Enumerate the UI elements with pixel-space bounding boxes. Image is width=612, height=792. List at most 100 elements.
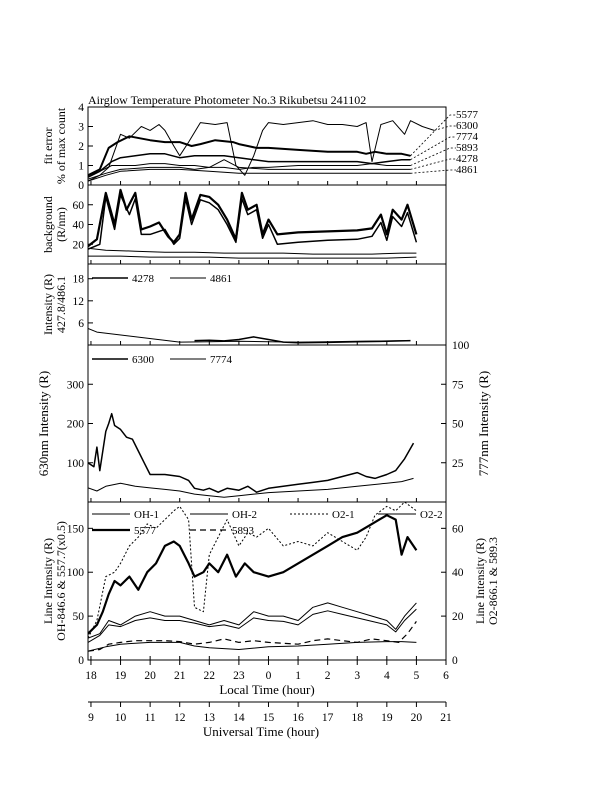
y2-tick-label: 0 [452,655,458,667]
y-tick-label: 12 [73,296,85,308]
x-ut-tick-label: 17 [322,712,334,724]
y-tick-label: 3 [78,122,84,134]
y-axis-label: 427.8/486.1 [54,276,68,333]
y2-tick-label: 25 [452,458,464,470]
series-line-4278 [88,159,411,180]
y2-tick-label: 60 [452,523,464,535]
series-leader-line [410,169,456,174]
x-local-tick-label: 18 [85,670,97,682]
x-local-tick-label: 21 [174,670,186,682]
x-ut-tick-label: 11 [145,712,156,724]
y-axis-label: (R/nm) [54,207,68,242]
x-local-tick-label: 1 [295,670,301,682]
x-ut-tick-label: 16 [292,712,304,724]
series-line-5893 [88,621,417,652]
legend-label: O2-1 [332,509,355,521]
x-ut-tick-label: 9 [88,712,94,724]
y-tick-label: 4 [78,102,84,114]
y-tick-label: 20 [73,239,85,251]
x-local-tick-label: 23 [233,670,245,682]
panel-intensity-4278-4861: 6 12 18 Intensity (R) 427.8/486.1 4278 4861 [41,263,447,346]
x-local-tick-label: 20 [144,670,156,682]
chart-title: Airglow Temperature Photometer No.3 Riku… [88,93,366,107]
legend-label: 5577 [134,525,157,537]
legend-label: 4861 [210,273,232,285]
y2-tick-label: 20 [452,611,464,623]
y-axis-label: OH-846.6 & 557.7(x0.5) [54,521,68,641]
y2-axis-label: 777nm Intensity (R) [476,371,491,476]
y-tick-label: 18 [73,274,85,286]
series-label: 7774 [456,131,479,143]
x-local-tick-label: 4 [384,670,390,682]
series-line-O2-2 [88,641,417,652]
legend-label: 6300 [132,354,155,366]
x-ut-axis-label: Universal Time (hour) [203,724,319,739]
series-line-trace-1 [88,194,418,250]
y2-tick-label: 100 [452,340,470,352]
x-ut-tick-label: 10 [115,712,127,724]
series-label: 5577 [456,109,479,121]
x-ut-tick-label: 18 [351,712,363,724]
series-line-5893 [88,163,411,176]
y-tick-label: 0 [78,180,84,192]
series-leader-line [410,136,456,161]
series-line-trace-0 [88,188,418,248]
legend-label: OH-1 [134,509,159,521]
series-leader-line [434,125,456,131]
panel-intensity-6300-7774: 100 200 300 25 50 75 100 630nm Intensity (R) 777… [36,340,491,503]
y2-axis-label: Line Intensity (R) [473,538,487,624]
y-tick-label: 60 [73,200,85,212]
legend-label: 7774 [210,354,233,366]
y-tick-label: 40 [73,220,85,232]
legend-label: OH-2 [232,509,257,521]
series-line-5577 [88,135,411,177]
series-line-6300 [88,120,435,182]
y2-axis-label: O2-866.1 & 589.3 [486,537,500,625]
x-local-tick-label: 0 [266,670,272,682]
legend-label: O2-2 [420,509,443,521]
series-line-6300 [88,412,415,493]
y2-tick-label: 75 [452,379,464,391]
series-line-4861 [88,327,411,343]
series-line-trace-2 [88,247,417,255]
x-ut-tick-label: 14 [233,712,245,724]
panel-background: 20 40 60 background (R/nm) [41,184,447,265]
y-tick-label: 2 [78,141,84,153]
y-tick-label: 100 [67,567,85,579]
y-axis-label: 630nm Intensity (R) [36,371,51,476]
x-ut-tick-label: 21 [440,712,452,724]
y-axis-label: Line Intensity (R) [41,538,55,624]
y-tick-label: 100 [67,458,85,470]
panel-frame [87,501,447,661]
y-tick-label: 0 [78,655,84,667]
series-label: 4278 [456,153,479,165]
series-line-5577 [88,514,418,635]
y-axis-label: Intensity (R) [41,274,55,335]
x-ut-tick-label: 13 [204,712,216,724]
series-label: 5893 [456,142,479,154]
series-label: 4861 [456,164,478,176]
series-leader-line [410,147,456,166]
panel-fit-error: 0 1 2 3 4 fit error% of max count 557763007774… [41,102,479,192]
series-leader-line [410,158,456,170]
series-line-7774 [88,153,411,178]
y-axis-label: background [41,196,55,253]
y-tick-label: 50 [73,611,85,623]
x-local-axis-label: Local Time (hour) [219,682,314,697]
y-tick-label: 300 [67,379,85,391]
y-tick-label: 1 [78,161,84,173]
x-ut-tick-label: 20 [411,712,423,724]
series-line-7774 [88,477,414,498]
series-line-trace-3 [88,255,417,259]
y-axis-label: % of max count [54,107,68,184]
series-line-OH-1 [88,602,417,639]
y2-tick-label: 40 [452,567,464,579]
x-ut-tick-label: 19 [381,712,393,724]
y-tick-label: 150 [67,523,85,535]
series-leader-line [410,114,456,157]
y-axis-label: fit error [41,128,55,165]
legend-label: 4278 [132,273,155,285]
legend-label: 5893 [232,525,255,537]
y-tick-label: 6 [78,318,84,330]
